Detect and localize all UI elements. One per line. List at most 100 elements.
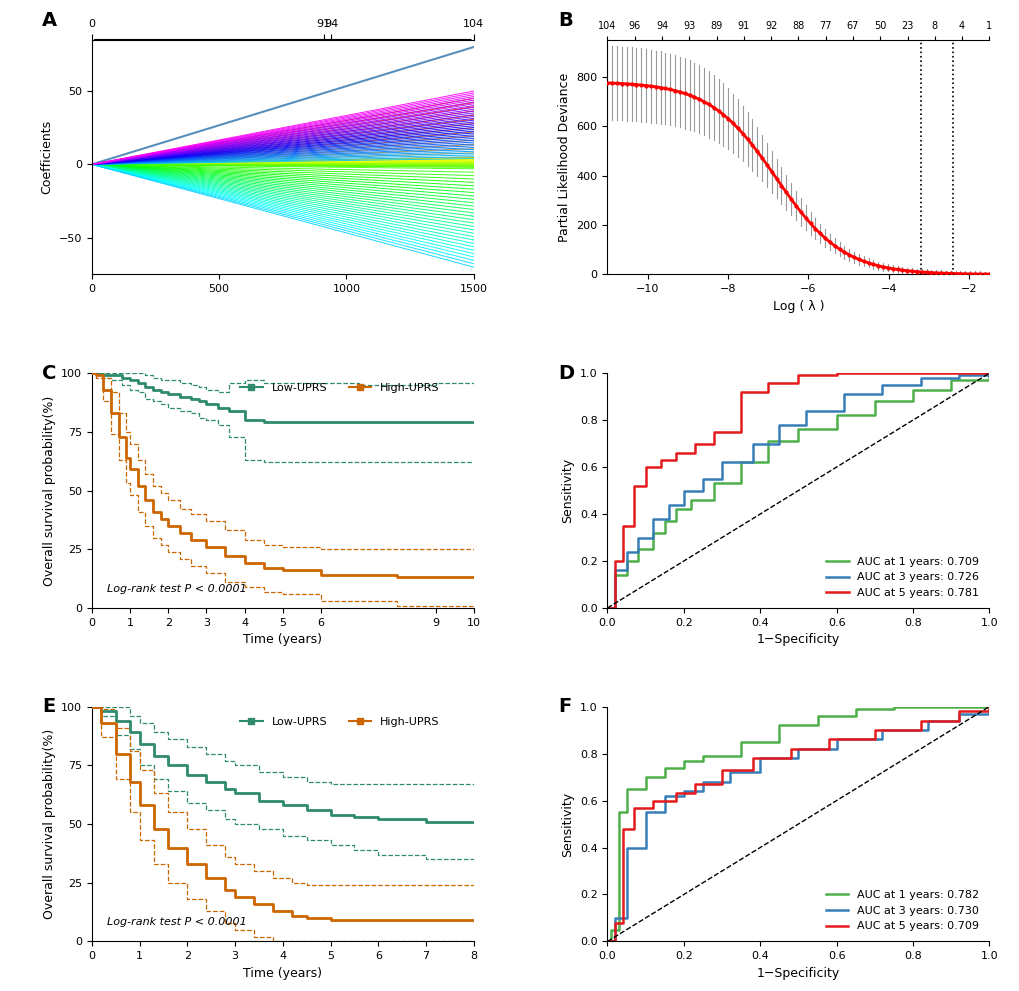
AUC at 5 years: 0.709: (0.7, 0.9): 0.709: (0.7, 0.9) bbox=[868, 724, 880, 736]
AUC at 3 years: 0.726: (0.45, 0.78): 0.726: (0.45, 0.78) bbox=[772, 419, 785, 431]
Y-axis label: Sensitivity: Sensitivity bbox=[560, 458, 574, 523]
Y-axis label: Overall survival probability(%): Overall survival probability(%) bbox=[43, 395, 55, 586]
AUC at 5 years: 0.781: (0.23, 0.7): 0.781: (0.23, 0.7) bbox=[689, 438, 701, 450]
AUC at 1 years: 0.782: (0.65, 0.99): 0.782: (0.65, 0.99) bbox=[849, 703, 861, 715]
AUC at 5 years: 0.781: (0.02, 0.2): 0.781: (0.02, 0.2) bbox=[608, 555, 621, 567]
Text: C: C bbox=[42, 364, 56, 383]
AUC at 1 years: 0.709: (0.28, 0.53): 0.709: (0.28, 0.53) bbox=[707, 478, 719, 490]
AUC at 1 years: 0.709: (0.6, 0.82): 0.709: (0.6, 0.82) bbox=[829, 409, 842, 421]
AUC at 5 years: 0.709: (0.92, 0.98): 0.709: (0.92, 0.98) bbox=[952, 706, 964, 717]
AUC at 1 years: 0.709: (1, 1): 0.709: (1, 1) bbox=[982, 368, 995, 380]
AUC at 1 years: 0.782: (0.45, 0.92): 0.782: (0.45, 0.92) bbox=[772, 719, 785, 731]
Y-axis label: Sensitivity: Sensitivity bbox=[560, 792, 574, 856]
Line: AUC at 1 years: 0.709: AUC at 1 years: 0.709 bbox=[607, 374, 988, 607]
AUC at 1 years: 0.782: (0.25, 0.79): 0.782: (0.25, 0.79) bbox=[696, 750, 708, 762]
AUC at 1 years: 0.709: (0.8, 0.93): 0.709: (0.8, 0.93) bbox=[906, 384, 918, 395]
AUC at 1 years: 0.782: (1, 1): 0.782: (1, 1) bbox=[982, 701, 995, 713]
AUC at 5 years: 0.781: (0.1, 0.6): 0.781: (0.1, 0.6) bbox=[639, 461, 651, 473]
AUC at 1 years: 0.782: (0.1, 0.7): 0.782: (0.1, 0.7) bbox=[639, 771, 651, 783]
AUC at 3 years: 0.730: (0.4, 0.78): 0.730: (0.4, 0.78) bbox=[753, 752, 765, 764]
AUC at 1 years: 0.709: (0.35, 0.62): 0.709: (0.35, 0.62) bbox=[735, 457, 747, 469]
AUC at 5 years: 0.781: (0.92, 1): 0.781: (0.92, 1) bbox=[952, 368, 964, 380]
Line: AUC at 5 years: 0.709: AUC at 5 years: 0.709 bbox=[607, 707, 988, 941]
AUC at 5 years: 0.781: (0.07, 0.52): 0.781: (0.07, 0.52) bbox=[628, 480, 640, 492]
AUC at 3 years: 0.726: (0.2, 0.5): 0.726: (0.2, 0.5) bbox=[677, 485, 689, 496]
Legend: AUC at 1 years: 0.709, AUC at 3 years: 0.726, AUC at 5 years: 0.781: AUC at 1 years: 0.709, AUC at 3 years: 0… bbox=[821, 552, 983, 603]
AUC at 3 years: 0.730: (0.84, 0.94): 0.730: (0.84, 0.94) bbox=[921, 715, 933, 726]
X-axis label: Time (years): Time (years) bbox=[244, 967, 322, 980]
AUC at 1 years: 0.709: (0.42, 0.71): 0.709: (0.42, 0.71) bbox=[761, 435, 773, 447]
AUC at 1 years: 0.709: (0, 0): 0.709: (0, 0) bbox=[601, 602, 613, 613]
AUC at 1 years: 0.709: (0.7, 0.88): 0.709: (0.7, 0.88) bbox=[868, 395, 880, 407]
AUC at 3 years: 0.726: (0.08, 0.3): 0.726: (0.08, 0.3) bbox=[631, 531, 643, 543]
AUC at 1 years: 0.709: (0.22, 0.46): 0.709: (0.22, 0.46) bbox=[685, 494, 697, 505]
AUC at 1 years: 0.782: (0.55, 0.96): 0.782: (0.55, 0.96) bbox=[810, 710, 822, 721]
AUC at 3 years: 0.730: (0, 0): 0.730: (0, 0) bbox=[601, 936, 613, 947]
AUC at 3 years: 0.730: (0.1, 0.55): 0.730: (0.1, 0.55) bbox=[639, 807, 651, 819]
AUC at 1 years: 0.709: (0.05, 0.2): 0.709: (0.05, 0.2) bbox=[620, 555, 632, 567]
X-axis label: Log ( λ ): Log ( λ ) bbox=[772, 299, 823, 313]
AUC at 5 years: 0.709: (0.04, 0.48): 0.709: (0.04, 0.48) bbox=[616, 823, 629, 834]
AUC at 1 years: 0.709: (0.08, 0.25): 0.709: (0.08, 0.25) bbox=[631, 543, 643, 555]
Line: AUC at 5 years: 0.781: AUC at 5 years: 0.781 bbox=[607, 374, 988, 607]
AUC at 1 years: 0.782: (0.35, 0.85): 0.782: (0.35, 0.85) bbox=[735, 736, 747, 748]
AUC at 5 years: 0.709: (0.82, 0.94): 0.709: (0.82, 0.94) bbox=[914, 715, 926, 726]
AUC at 5 years: 0.781: (0.6, 1): 0.781: (0.6, 1) bbox=[829, 368, 842, 380]
AUC at 3 years: 0.730: (0.6, 0.86): 0.730: (0.6, 0.86) bbox=[829, 733, 842, 745]
AUC at 5 years: 0.709: (1, 1): 0.709: (1, 1) bbox=[982, 701, 995, 713]
AUC at 3 years: 0.730: (0.05, 0.4): 0.730: (0.05, 0.4) bbox=[620, 841, 632, 853]
AUC at 1 years: 0.709: (0.15, 0.37): 0.709: (0.15, 0.37) bbox=[658, 515, 671, 527]
Text: F: F bbox=[557, 698, 571, 716]
AUC at 3 years: 0.726: (0.82, 0.98): 0.726: (0.82, 0.98) bbox=[914, 372, 926, 384]
X-axis label: 1−Specificity: 1−Specificity bbox=[756, 633, 840, 646]
AUC at 5 years: 0.781: (0.35, 0.92): 0.781: (0.35, 0.92) bbox=[735, 385, 747, 397]
AUC at 1 years: 0.709: (0.18, 0.42): 0.709: (0.18, 0.42) bbox=[669, 503, 682, 515]
AUC at 1 years: 0.782: (0, 0): 0.782: (0, 0) bbox=[601, 936, 613, 947]
AUC at 3 years: 0.726: (0.25, 0.55): 0.726: (0.25, 0.55) bbox=[696, 473, 708, 485]
Y-axis label: Coefficients: Coefficients bbox=[40, 120, 53, 194]
AUC at 5 years: 0.781: (0.82, 1): 0.781: (0.82, 1) bbox=[914, 368, 926, 380]
AUC at 3 years: 0.730: (0.02, 0.1): 0.730: (0.02, 0.1) bbox=[608, 912, 621, 924]
AUC at 3 years: 0.730: (0.15, 0.62): 0.730: (0.15, 0.62) bbox=[658, 790, 671, 802]
AUC at 3 years: 0.726: (0.12, 0.38): 0.726: (0.12, 0.38) bbox=[646, 512, 658, 524]
AUC at 5 years: 0.709: (0, 0): 0.709: (0, 0) bbox=[601, 936, 613, 947]
AUC at 3 years: 0.730: (1, 1): 0.730: (1, 1) bbox=[982, 701, 995, 713]
AUC at 5 years: 0.709: (0.3, 0.73): 0.709: (0.3, 0.73) bbox=[715, 764, 728, 776]
Y-axis label: Overall survival probability(%): Overall survival probability(%) bbox=[43, 729, 55, 919]
Legend: Low-UPRS, High-UPRS: Low-UPRS, High-UPRS bbox=[235, 713, 444, 731]
AUC at 5 years: 0.781: (0, 0): 0.781: (0, 0) bbox=[601, 602, 613, 613]
AUC at 1 years: 0.782: (0.75, 1): 0.782: (0.75, 1) bbox=[887, 701, 899, 713]
Legend: Low-UPRS, High-UPRS: Low-UPRS, High-UPRS bbox=[235, 379, 444, 397]
Text: Log-rank test P < 0.0001: Log-rank test P < 0.0001 bbox=[107, 918, 247, 928]
Text: D: D bbox=[557, 364, 574, 383]
AUC at 5 years: 0.709: (0.12, 0.6): 0.709: (0.12, 0.6) bbox=[646, 795, 658, 807]
AUC at 1 years: 0.782: (0.05, 0.65): 0.782: (0.05, 0.65) bbox=[620, 783, 632, 795]
Line: AUC at 3 years: 0.726: AUC at 3 years: 0.726 bbox=[607, 374, 988, 607]
AUC at 5 years: 0.709: (0.07, 0.57): 0.709: (0.07, 0.57) bbox=[628, 802, 640, 814]
AUC at 5 years: 0.781: (0.04, 0.35): 0.781: (0.04, 0.35) bbox=[616, 520, 629, 532]
Text: E: E bbox=[42, 698, 55, 716]
AUC at 3 years: 0.726: (0.05, 0.24): 0.726: (0.05, 0.24) bbox=[620, 546, 632, 558]
AUC at 1 years: 0.709: (0.5, 0.76): 0.709: (0.5, 0.76) bbox=[792, 423, 804, 435]
Text: Log-rank test P < 0.0001: Log-rank test P < 0.0001 bbox=[107, 584, 247, 594]
AUC at 3 years: 0.726: (0.92, 0.99): 0.726: (0.92, 0.99) bbox=[952, 370, 964, 382]
Y-axis label: Partial Likelihood Deviance: Partial Likelihood Deviance bbox=[557, 72, 571, 242]
AUC at 5 years: 0.709: (0.18, 0.63): 0.709: (0.18, 0.63) bbox=[669, 788, 682, 800]
AUC at 3 years: 0.730: (0.5, 0.82): 0.730: (0.5, 0.82) bbox=[792, 743, 804, 755]
AUC at 3 years: 0.730: (0.32, 0.72): 0.730: (0.32, 0.72) bbox=[722, 766, 735, 778]
AUC at 5 years: 0.781: (0.28, 0.75): 0.781: (0.28, 0.75) bbox=[707, 426, 719, 438]
Text: A: A bbox=[42, 12, 57, 31]
X-axis label: Time (years): Time (years) bbox=[244, 633, 322, 646]
AUC at 3 years: 0.726: (1, 1): 0.726: (1, 1) bbox=[982, 368, 995, 380]
AUC at 1 years: 0.709: (0.9, 0.97): 0.709: (0.9, 0.97) bbox=[945, 375, 957, 386]
AUC at 1 years: 0.782: (0.15, 0.74): 0.782: (0.15, 0.74) bbox=[658, 762, 671, 774]
AUC at 3 years: 0.726: (0.16, 0.44): 0.726: (0.16, 0.44) bbox=[661, 498, 674, 510]
Line: AUC at 3 years: 0.730: AUC at 3 years: 0.730 bbox=[607, 707, 988, 941]
AUC at 5 years: 0.709: (0.48, 0.82): 0.709: (0.48, 0.82) bbox=[784, 743, 796, 755]
AUC at 5 years: 0.781: (1, 1): 0.781: (1, 1) bbox=[982, 368, 995, 380]
AUC at 5 years: 0.781: (0.5, 0.99): 0.781: (0.5, 0.99) bbox=[792, 370, 804, 382]
AUC at 5 years: 0.709: (0.23, 0.67): 0.709: (0.23, 0.67) bbox=[689, 778, 701, 790]
AUC at 3 years: 0.726: (0.38, 0.7): 0.726: (0.38, 0.7) bbox=[746, 438, 758, 450]
AUC at 5 years: 0.709: (0.38, 0.78): 0.709: (0.38, 0.78) bbox=[746, 752, 758, 764]
Legend: AUC at 1 years: 0.782, AUC at 3 years: 0.730, AUC at 5 years: 0.709: AUC at 1 years: 0.782, AUC at 3 years: 0… bbox=[821, 886, 983, 936]
